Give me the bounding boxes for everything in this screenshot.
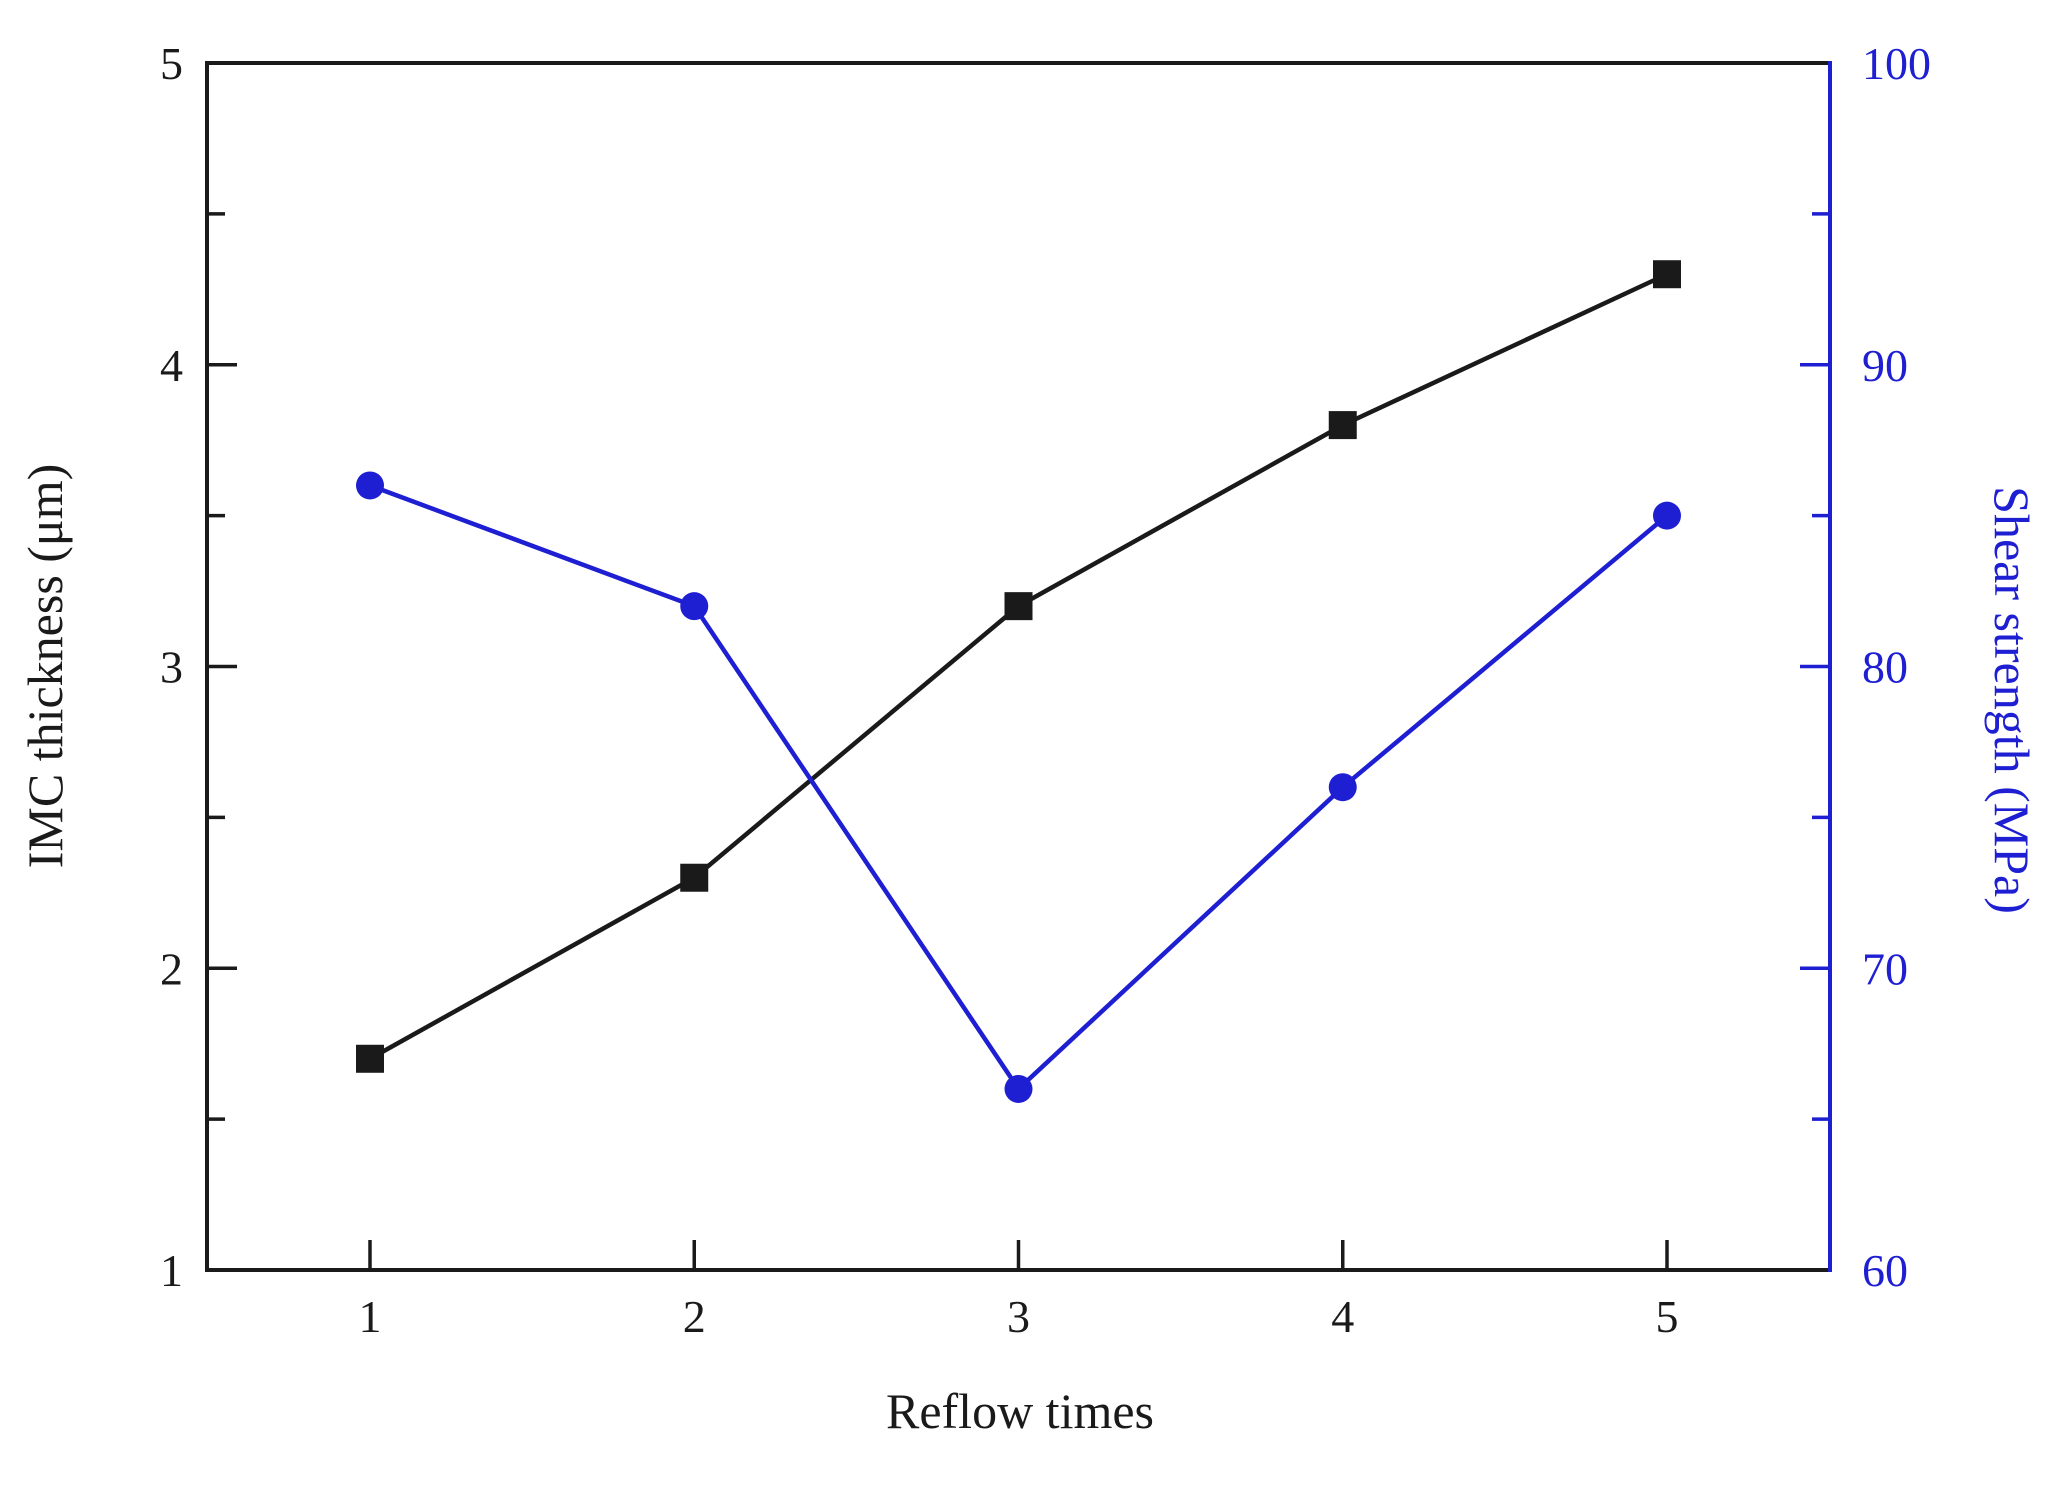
tick-labels-layer: 1 2 3 4 5 60 70 80 90 100 1 2 3 4 5 [160,38,1931,1342]
imc-thickness-marker [1328,411,1357,440]
imc-thickness-series-line [368,272,1668,1061]
shear-strength-marker [680,592,709,621]
shear-strength-marker [356,471,384,500]
left-axis-tick-label: 3 [160,642,183,693]
left-axis-tick-label: 2 [160,943,183,994]
x-axis-tick-label: 4 [1331,1291,1354,1342]
ticks-layer [207,212,1830,1270]
plot-border-layer [205,61,1832,1272]
left-axis-title: IMC thickness (μm) [17,464,73,869]
shear-strength-marker [1653,501,1681,530]
x-axis-tick-label: 3 [1007,1291,1030,1342]
shear-strength-marker [1328,773,1357,802]
x-axis-title: Reflow times [886,1383,1154,1439]
left-axis-tick-label: 4 [160,340,183,391]
right-axis-tick-label: 60 [1862,1245,1908,1296]
left-axis-tick-label: 5 [160,38,183,89]
imc-thickness-marker [680,863,709,892]
shear-strength-series-line [369,483,1669,1093]
imc-thickness-marker [1004,592,1033,621]
right-axis-tick-label: 80 [1862,642,1908,693]
x-axis-tick-label: 1 [359,1291,382,1342]
right-axis-title: Shear strength (MPa) [1984,486,2040,914]
right-axis-tick-label: 90 [1862,340,1908,391]
imc-thickness-marker [356,1044,384,1073]
left-axis-tick-label: 1 [160,1245,183,1296]
x-axis-tick-label: 5 [1656,1291,1679,1342]
data-series-layer [356,260,1681,1103]
right-axis-tick-label: 100 [1862,38,1931,89]
right-axis-tick-label: 70 [1862,943,1908,994]
imc-thickness-marker [1653,260,1681,289]
x-axis-tick-label: 2 [683,1291,706,1342]
shear-strength-marker [1004,1074,1033,1103]
